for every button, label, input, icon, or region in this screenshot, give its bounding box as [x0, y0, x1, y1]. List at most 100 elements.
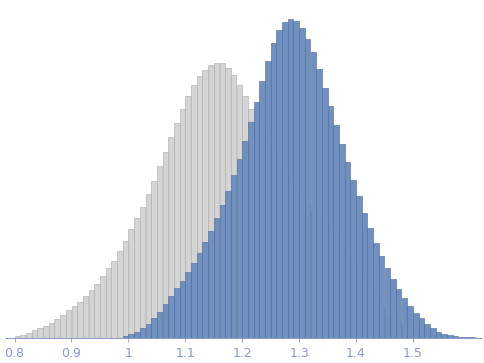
Bar [174, 123, 180, 338]
Bar [390, 280, 396, 338]
Bar [396, 289, 402, 338]
Bar [288, 183, 293, 338]
Bar [322, 224, 328, 338]
Bar [168, 296, 174, 338]
Bar [293, 191, 299, 338]
Bar [408, 306, 413, 338]
Bar [77, 302, 83, 338]
Bar [362, 282, 367, 338]
Bar [32, 330, 37, 338]
Bar [128, 334, 134, 338]
Bar [151, 318, 157, 338]
Bar [350, 264, 356, 338]
Bar [424, 324, 430, 338]
Bar [402, 298, 407, 338]
Bar [157, 311, 163, 338]
Bar [117, 250, 122, 338]
Bar [146, 324, 151, 338]
Bar [237, 85, 242, 338]
Bar [220, 63, 225, 338]
Bar [185, 272, 191, 338]
Bar [180, 281, 185, 338]
Bar [339, 144, 345, 338]
Bar [180, 109, 185, 338]
Bar [163, 152, 168, 338]
Bar [396, 323, 402, 338]
Bar [214, 63, 219, 338]
Bar [157, 166, 163, 338]
Bar [140, 207, 145, 338]
Bar [106, 268, 111, 338]
Bar [316, 69, 322, 338]
Bar [15, 336, 20, 338]
Bar [174, 288, 180, 338]
Bar [402, 326, 407, 338]
Bar [384, 313, 390, 338]
Bar [134, 219, 140, 338]
Bar [43, 326, 49, 338]
Bar [316, 217, 322, 338]
Bar [83, 296, 89, 338]
Bar [254, 102, 259, 338]
Bar [350, 180, 356, 338]
Bar [140, 328, 145, 338]
Bar [345, 255, 350, 338]
Bar [384, 268, 390, 338]
Bar [441, 334, 447, 338]
Bar [293, 21, 299, 338]
Bar [225, 191, 231, 338]
Bar [197, 77, 202, 338]
Bar [373, 243, 379, 338]
Bar [299, 28, 305, 338]
Bar [259, 81, 265, 338]
Bar [282, 22, 287, 338]
Bar [276, 30, 282, 338]
Bar [282, 175, 287, 338]
Bar [168, 138, 174, 338]
Bar [413, 313, 419, 338]
Bar [356, 196, 362, 338]
Bar [436, 331, 441, 338]
Bar [305, 39, 310, 338]
Bar [311, 52, 316, 338]
Bar [237, 159, 242, 338]
Bar [191, 263, 197, 338]
Bar [447, 335, 453, 338]
Bar [134, 331, 140, 338]
Bar [20, 335, 26, 338]
Bar [231, 75, 237, 338]
Bar [214, 219, 219, 338]
Bar [128, 229, 134, 338]
Bar [436, 337, 441, 338]
Bar [464, 337, 470, 338]
Bar [220, 205, 225, 338]
Bar [55, 319, 60, 338]
Bar [322, 87, 328, 338]
Bar [373, 298, 379, 338]
Bar [408, 329, 413, 338]
Bar [72, 306, 77, 338]
Bar [265, 61, 271, 338]
Bar [202, 70, 208, 338]
Bar [328, 106, 333, 338]
Bar [333, 125, 339, 338]
Bar [242, 141, 248, 338]
Bar [470, 337, 475, 338]
Bar [248, 122, 254, 338]
Bar [271, 156, 276, 338]
Bar [60, 315, 66, 338]
Bar [424, 335, 430, 338]
Bar [66, 310, 72, 338]
Bar [208, 231, 214, 338]
Bar [311, 211, 316, 338]
Bar [202, 242, 208, 338]
Bar [94, 284, 100, 338]
Bar [163, 304, 168, 338]
Bar [26, 333, 31, 338]
Bar [362, 213, 367, 338]
Bar [379, 256, 384, 338]
Bar [208, 65, 214, 338]
Bar [191, 85, 197, 338]
Bar [276, 166, 282, 338]
Bar [328, 231, 333, 338]
